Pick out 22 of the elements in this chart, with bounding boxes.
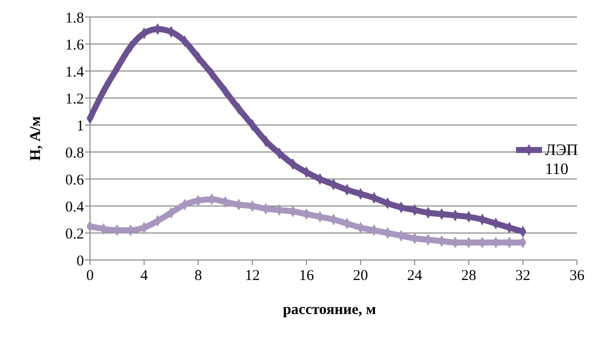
x-tick-label: 24 [407,268,423,284]
x-tick-label: 16 [298,268,314,284]
y-tick-label: 0 [76,253,84,270]
x-tick-label: 32 [515,268,530,284]
y-tick-label: 0.8 [65,145,84,162]
x-tick-label: 12 [244,268,260,284]
y-axis-title: Н, А/м [28,116,44,161]
x-tick-label: 8 [194,268,202,284]
x-tick-label: 20 [353,268,368,284]
y-tick-label: 1.8 [65,10,84,26]
y-tick-label: 1.4 [65,64,84,80]
y-tick-label: 0.6 [65,172,84,188]
y-tick-label: 1.6 [65,37,84,54]
legend-label: ЛЭП 110 [545,142,578,178]
y-tick-label: 0.4 [65,199,84,216]
y-tick-label: 0.2 [65,226,84,242]
x-tick-label: 4 [140,268,148,284]
y-tick-label: 1.2 [65,91,84,108]
x-tick-label: 36 [570,268,585,284]
y-tick-label: 1 [76,118,84,134]
x-tick-label: 28 [461,268,476,284]
x-axis-title: расстояние, м [282,302,376,318]
